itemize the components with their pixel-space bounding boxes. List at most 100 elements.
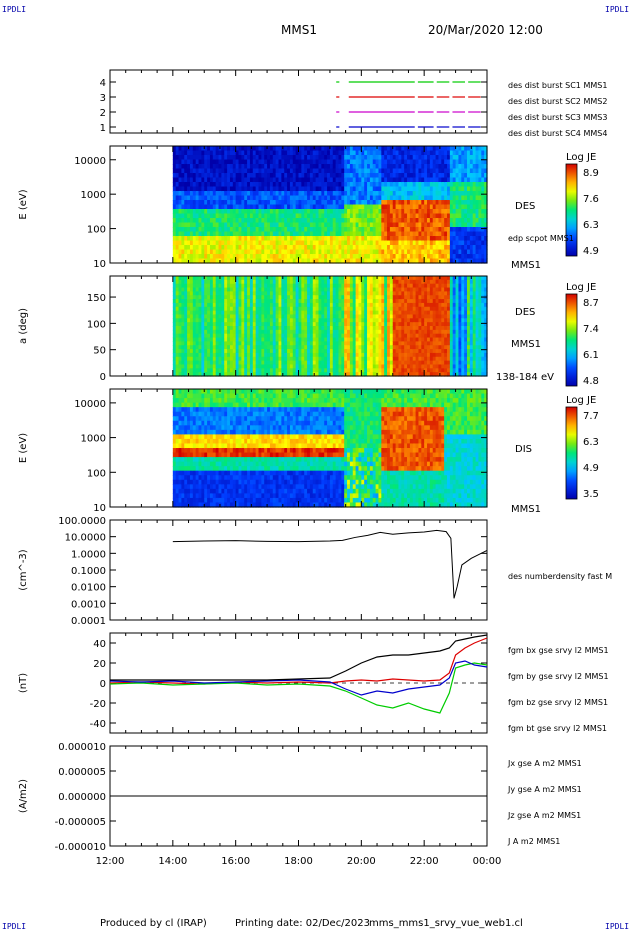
des_pitch-colorbar-tick: 6.1 <box>583 350 599 361</box>
x-axis-tick-label: 18:00 <box>284 856 313 867</box>
current-density-ytick: 0.000010 <box>58 742 106 753</box>
availability-legend-entry: des dist burst SC4 MMS4 <box>508 129 607 138</box>
availability-legend-entry: des dist burst SC3 MMS3 <box>508 113 607 122</box>
des-energy-side-label: edp scpot MMS1 <box>508 234 574 243</box>
des_energy-heatmap <box>172 146 488 264</box>
des-pitch-side-label: 138-184 eV <box>496 372 554 383</box>
density-ytick: 10.0000 <box>65 533 106 544</box>
density-ytick: 1.0000 <box>71 549 106 560</box>
des_energy-ylabel: E (eV) <box>18 189 29 219</box>
density-ytick: 0.0010 <box>71 599 106 610</box>
magnetic-field-series-bt <box>110 634 488 681</box>
des_pitch-colorbar <box>565 293 578 387</box>
magnetic-field-ytick: 40 <box>93 639 106 650</box>
des_energy-ytick: 10000 <box>74 156 106 167</box>
dis_energy-ytick: 100 <box>87 468 106 479</box>
magnetic-field-ytick: 0 <box>100 679 106 690</box>
magnetic-field-ytick: -20 <box>90 699 106 710</box>
dis_energy-ytick: 10000 <box>74 399 106 410</box>
des-energy-side-label: DES <box>515 201 535 212</box>
dis_energy-ylabel: E (eV) <box>18 433 29 463</box>
des_energy-colorbar <box>565 163 578 257</box>
current-density-ytick: -0.000005 <box>55 817 106 828</box>
date-time-title: 20/Mar/2020 12:00 <box>428 23 543 37</box>
des_energy-colorbar-tick: 8.9 <box>583 168 599 179</box>
dis_energy-colorbar-tick: 6.3 <box>583 437 599 448</box>
dis-energy-side-label: MMS1 <box>511 504 541 515</box>
magnetic-field-ytick: -40 <box>90 719 106 730</box>
availability-ytick: 4 <box>100 78 106 89</box>
magnetic-field-series-bx <box>109 637 488 685</box>
corner-label-top-left: IPDLI <box>2 5 27 14</box>
x-axis-tick-label: 20:00 <box>347 856 376 867</box>
density-legend-entry: des numberdensity fast M <box>508 572 612 581</box>
x-axis-tick-label: 00:00 <box>473 856 502 867</box>
des-energy-side-label: MMS1 <box>511 260 541 271</box>
dis_energy-colorbar <box>565 406 578 500</box>
footer-printing-date: Printing date: 02/Dec/2023 <box>235 918 371 929</box>
density-ytick: 100.0000 <box>58 516 106 527</box>
des_energy-colorbar-tick: 4.9 <box>583 246 599 257</box>
dis_energy-colorbar-tick: 3.5 <box>583 489 599 500</box>
magnetic-field-ylabel: (nT) <box>18 673 29 693</box>
des_energy-colorbar-tick: 7.6 <box>583 194 599 205</box>
dis_energy-ytick: 1000 <box>81 434 106 445</box>
spacecraft-title: MMS1 <box>281 23 317 37</box>
current-density-legend-entry: Jx gse A m2 MMS1 <box>507 759 582 768</box>
dis_energy-colorbar-tick: 7.7 <box>583 411 599 422</box>
magnetic-field-legend-entry: fgm bx gse srvy l2 MMS1 <box>508 646 609 655</box>
des_pitch-colorbar-tick: 4.8 <box>583 376 599 387</box>
footer-produced-by: Produced by cl (IRAP) <box>100 918 207 929</box>
des_energy-colorbar-tick: 6.3 <box>583 220 599 231</box>
density-ytick: 0.0001 <box>71 616 106 627</box>
des-pitch-side-label: MMS1 <box>511 339 541 350</box>
density-ytick: 0.0100 <box>71 583 106 594</box>
dis-energy-side-label: DIS <box>515 444 532 455</box>
availability-ytick: 3 <box>100 93 106 104</box>
x-axis-tick-label: 22:00 <box>410 856 439 867</box>
corner-label-top-right: IPDLI <box>605 5 630 14</box>
availability-ytick: 2 <box>100 108 106 119</box>
magnetic-field-legend-entry: fgm by gse srvy l2 MMS1 <box>508 672 609 681</box>
current-density-ytick: 0.000005 <box>58 767 106 778</box>
density-ytick: 0.1000 <box>71 566 106 577</box>
dis_energy-heatmap <box>172 389 488 508</box>
availability-legend-entry: des dist burst SC1 MMS1 <box>508 81 607 90</box>
des_pitch-colorbar-tick: 8.7 <box>583 298 599 309</box>
des-pitch-side-label: DES <box>515 307 535 318</box>
current-density-ytick: -0.000010 <box>55 842 106 853</box>
des_energy-ytick: 100 <box>87 225 106 236</box>
availability-ytick: 1 <box>100 123 106 134</box>
corner-label-bottom-right: IPDLI <box>605 922 630 931</box>
density-panel-frame <box>109 519 488 621</box>
magnetic-field-series-bz <box>109 660 488 696</box>
x-axis-tick-label: 14:00 <box>158 856 187 867</box>
des_pitch-heatmap <box>172 276 488 377</box>
des_pitch-ytick: 150 <box>87 293 106 304</box>
des_pitch-ytick: 100 <box>87 319 106 330</box>
des_pitch-colorbar-title: Log JE <box>566 282 596 293</box>
des_pitch-colorbar-tick: 7.4 <box>583 324 599 335</box>
current-density-ytick: 0.000000 <box>58 792 106 803</box>
footer-product: mms_mms1_srvy_vue_web1.cl <box>369 918 523 929</box>
availability-legend-entry: des dist burst SC2 MMS2 <box>508 97 607 106</box>
magnetic-field-ytick: 20 <box>93 659 106 670</box>
current-density-ylabel: (A/m2) <box>18 779 29 813</box>
des_pitch-ylabel: a (deg) <box>18 308 29 344</box>
des_energy-ytick: 1000 <box>81 190 106 201</box>
density-ylabel: (cm^-3) <box>18 549 29 590</box>
dis_energy-colorbar-title: Log JE <box>566 395 596 406</box>
availability-panel-frame <box>109 69 488 134</box>
des_energy-ytick: 10 <box>93 259 106 270</box>
current-density-legend-entry: J A m2 MMS1 <box>507 837 560 846</box>
x-axis-tick-label: 16:00 <box>221 856 250 867</box>
des_energy-colorbar-title: Log JE <box>566 152 596 163</box>
des_pitch-ytick: 0 <box>100 372 106 383</box>
current-density-legend-entry: Jy gse A m2 MMS1 <box>507 785 582 794</box>
dis_energy-colorbar-tick: 4.9 <box>583 463 599 474</box>
dis_energy-ytick: 10 <box>93 503 106 514</box>
magnetic-field-legend-entry: fgm bt gse srvy l2 MMS1 <box>508 724 607 733</box>
des_pitch-ytick: 50 <box>93 346 106 357</box>
magnetic-field-legend-entry: fgm bz gse srvy l2 MMS1 <box>508 698 608 707</box>
